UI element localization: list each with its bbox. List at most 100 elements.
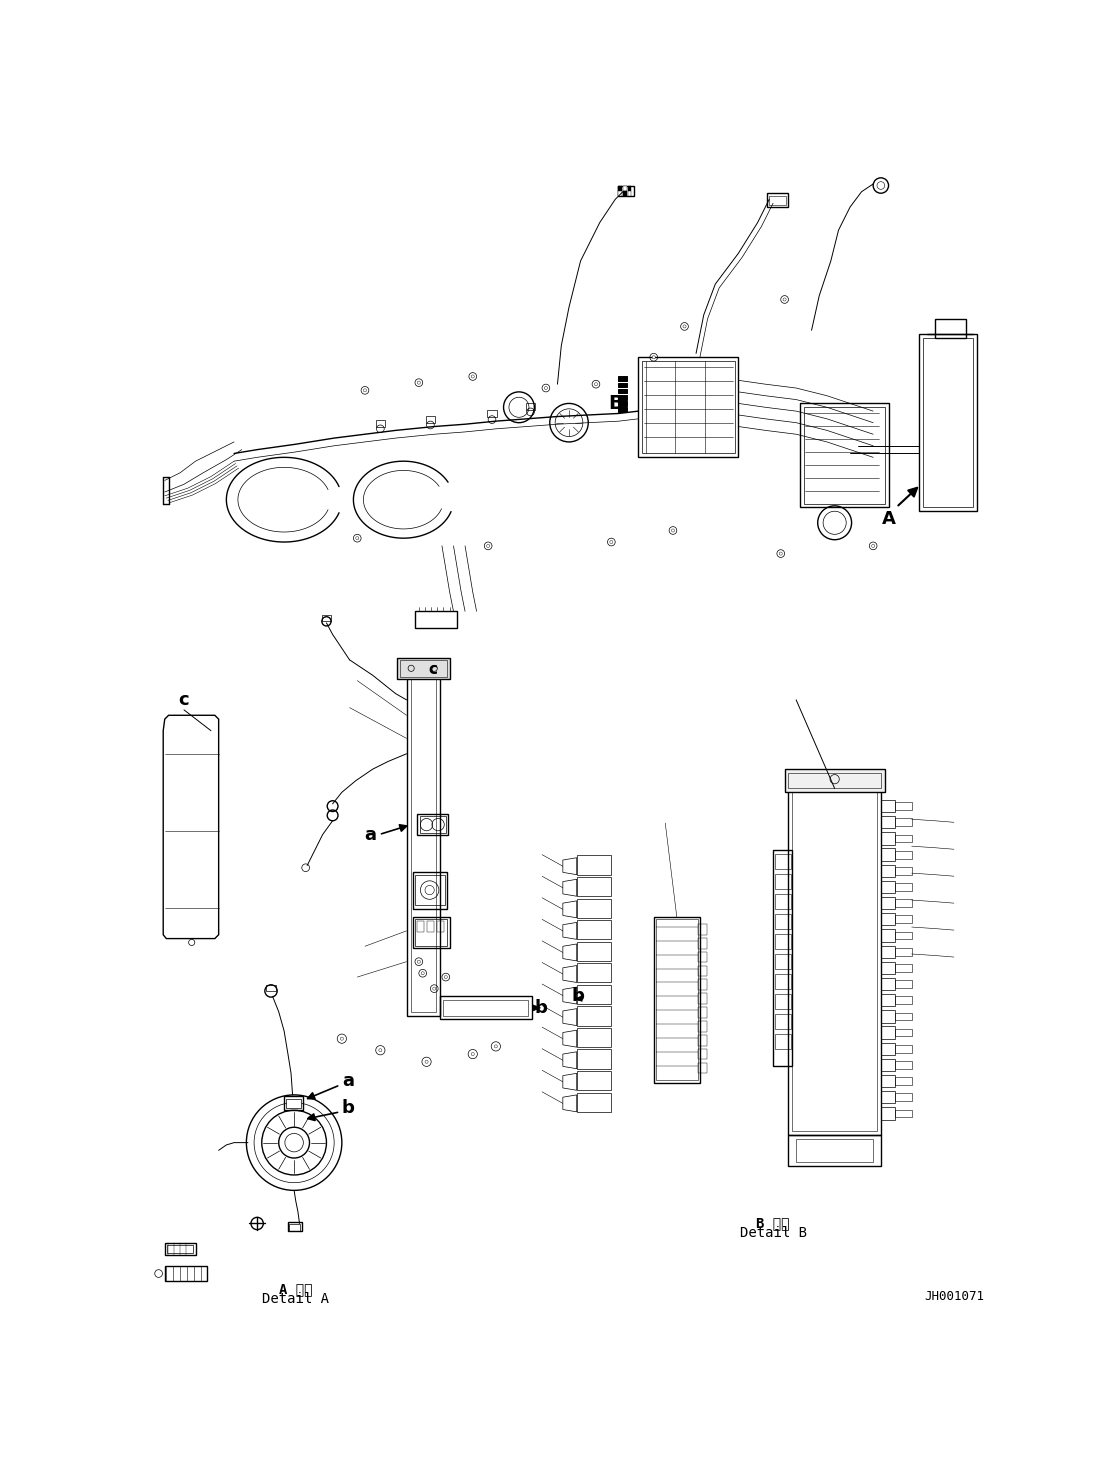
Circle shape [471, 1053, 474, 1056]
Bar [267, 984, 276, 992]
Bar [881, 978, 894, 990]
Bar [881, 881, 894, 893]
Bar [619, 191, 622, 195]
Text: a: a [364, 826, 377, 843]
Bar [437, 921, 444, 933]
Text: b: b [571, 987, 584, 1005]
Bar [623, 187, 627, 191]
Bar [698, 980, 707, 990]
Text: a: a [342, 1072, 353, 1090]
Bar [698, 1062, 707, 1074]
Bar [577, 964, 611, 983]
Polygon shape [533, 1005, 541, 1011]
Bar [792, 792, 877, 1131]
Bar [881, 946, 894, 958]
Bar [767, 194, 789, 207]
Bar [894, 1109, 912, 1118]
Polygon shape [575, 996, 582, 1002]
Bar [628, 187, 631, 191]
Bar [769, 195, 787, 204]
Bar [416, 920, 448, 946]
Bar [774, 974, 791, 990]
Polygon shape [618, 407, 627, 411]
Bar [619, 187, 622, 191]
Text: A 詳細: A 詳細 [279, 1282, 312, 1296]
Circle shape [471, 375, 474, 378]
Bar [639, 357, 739, 457]
Bar [789, 773, 881, 789]
Bar [894, 867, 912, 874]
Circle shape [494, 1044, 498, 1047]
Bar [526, 403, 536, 410]
Bar [412, 917, 450, 948]
Bar [287, 1099, 301, 1108]
Bar [894, 915, 912, 923]
Bar [417, 921, 424, 933]
Text: A: A [882, 510, 895, 527]
Circle shape [872, 545, 874, 548]
Bar [774, 1014, 791, 1030]
Bar [881, 849, 894, 861]
Bar [577, 920, 611, 939]
Bar [653, 917, 700, 1083]
Bar [577, 899, 611, 918]
Bar [894, 964, 912, 971]
Bar [774, 914, 791, 930]
Bar [628, 191, 631, 195]
Bar [881, 865, 894, 877]
Bar [698, 1049, 707, 1059]
Bar [290, 1224, 300, 1231]
Bar [420, 817, 446, 833]
Polygon shape [563, 1030, 577, 1047]
Bar [164, 1243, 196, 1255]
Circle shape [432, 987, 436, 990]
Polygon shape [563, 945, 577, 961]
Bar [416, 611, 458, 629]
Bar [881, 995, 894, 1006]
Polygon shape [618, 382, 627, 388]
Bar [881, 1059, 894, 1071]
Circle shape [426, 1061, 428, 1064]
Text: b: b [342, 1099, 354, 1116]
Polygon shape [563, 1052, 577, 1069]
Text: JH001071: JH001071 [924, 1290, 984, 1303]
Bar [881, 930, 894, 942]
Bar [577, 942, 611, 961]
Bar [774, 953, 791, 970]
Circle shape [544, 386, 548, 389]
Bar [894, 931, 912, 939]
Polygon shape [563, 858, 577, 874]
Bar [418, 814, 448, 836]
Circle shape [418, 380, 420, 385]
Circle shape [671, 529, 674, 532]
Bar [894, 851, 912, 858]
Circle shape [279, 1127, 310, 1158]
Bar [577, 984, 611, 1003]
Bar [894, 996, 912, 1003]
Polygon shape [563, 1074, 577, 1090]
Bar [774, 934, 791, 949]
Circle shape [683, 325, 685, 328]
Bar [167, 1246, 193, 1253]
Circle shape [779, 552, 782, 555]
Bar [164, 1266, 207, 1281]
Bar [698, 924, 707, 934]
Circle shape [594, 382, 598, 386]
Bar [894, 834, 912, 842]
Bar [919, 333, 977, 511]
Circle shape [356, 536, 359, 539]
Bar [789, 789, 881, 1136]
Bar [577, 1093, 611, 1112]
Bar [322, 616, 331, 621]
Bar [923, 338, 973, 507]
Polygon shape [618, 395, 627, 400]
Bar [800, 404, 889, 507]
Bar [774, 874, 791, 889]
Polygon shape [563, 987, 577, 1003]
Polygon shape [563, 880, 577, 896]
Bar [934, 319, 965, 338]
Bar [655, 920, 698, 1080]
Text: b: b [534, 999, 548, 1017]
Bar [881, 1011, 894, 1022]
Bar [894, 802, 912, 809]
